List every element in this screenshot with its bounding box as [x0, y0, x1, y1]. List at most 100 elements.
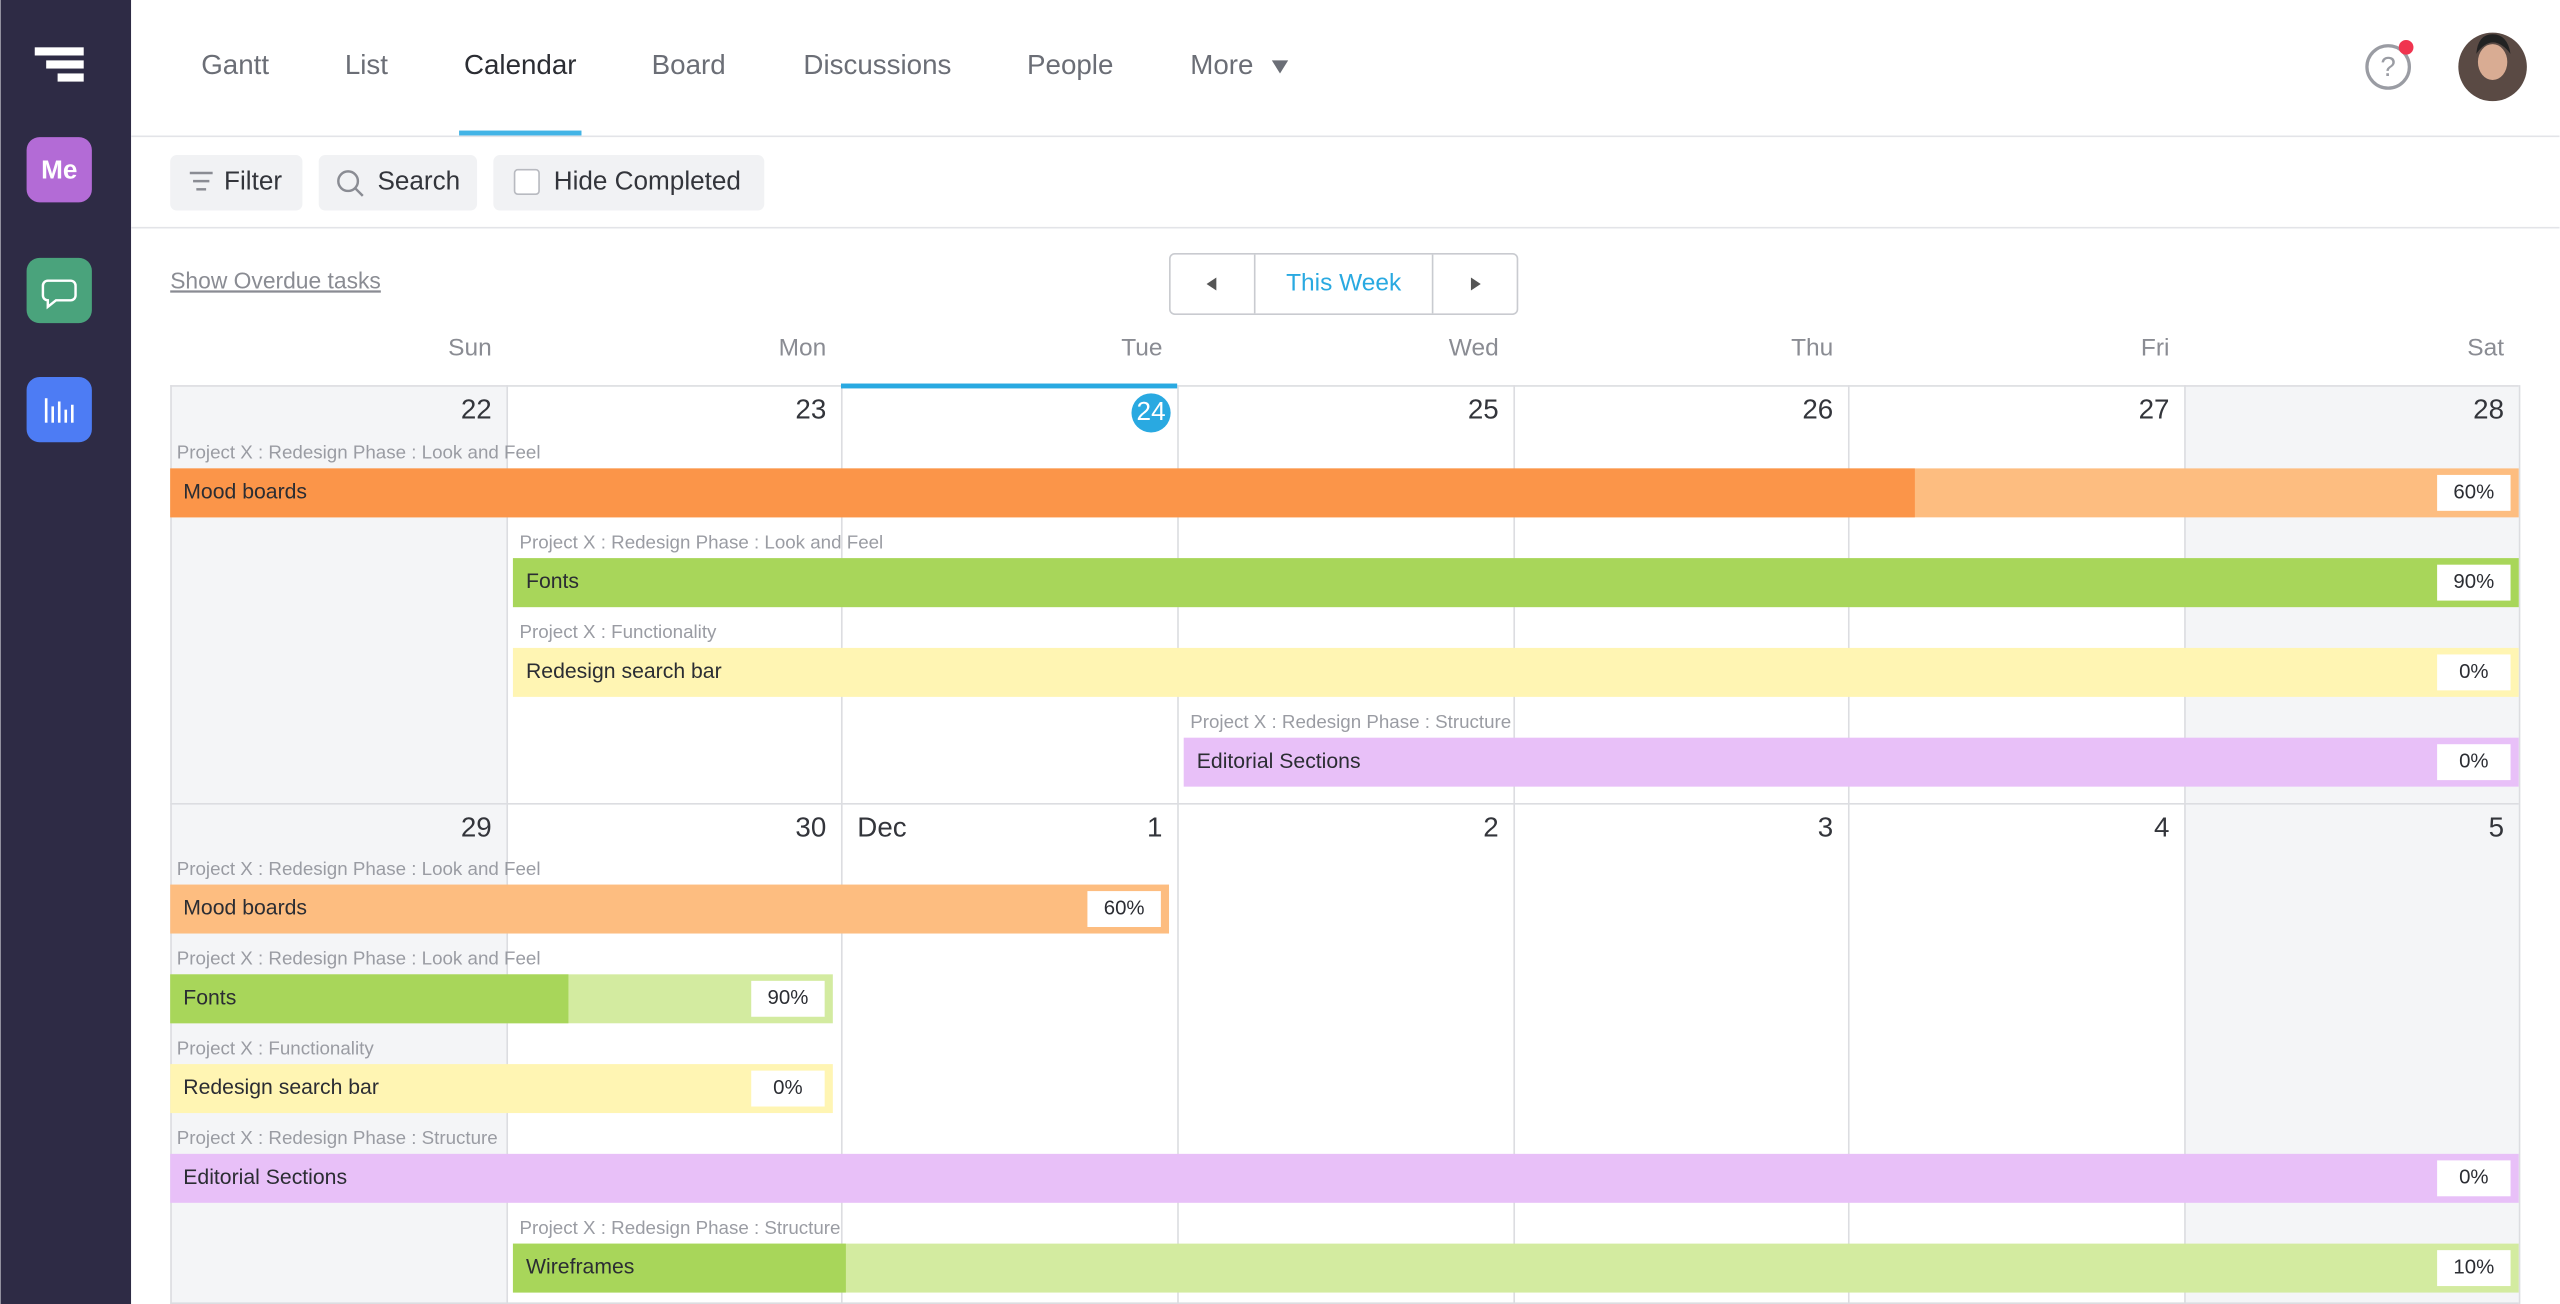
nav-tab[interactable]: Gantt — [201, 49, 269, 80]
task-progress: 60% — [2453, 481, 2494, 503]
progress-box — [2437, 744, 2511, 781]
this-week-button[interactable]: This Week — [1286, 269, 1402, 296]
day-number: 5 — [2489, 811, 2504, 842]
task-project: Project X : Redesign Phase : Structure — [1190, 711, 1511, 732]
task-name: Fonts — [183, 986, 236, 1009]
day-number: 29 — [461, 811, 492, 842]
task-project: Project X : Redesign Phase : Look and Fe… — [177, 858, 541, 879]
nav-tab[interactable]: People — [1027, 49, 1113, 80]
day-number: 23 — [795, 394, 826, 425]
task-project: Project X : Redesign Phase : Structure — [177, 1127, 498, 1148]
filter-label: Filter — [224, 166, 282, 196]
nav: Gantt List Calendar Board Discussions People M… — [201, 49, 1289, 136]
progress-box — [751, 980, 825, 1017]
filter-button[interactable] — [170, 155, 303, 211]
task-progress: 10% — [2453, 1256, 2494, 1278]
day-number: 3 — [1818, 811, 1833, 842]
task-progress: 0% — [2459, 751, 2488, 773]
me-button[interactable] — [26, 137, 92, 203]
day-number: 22 — [461, 394, 492, 425]
weekday-header: Thu — [1791, 335, 1833, 362]
day-number: 26 — [1802, 394, 1833, 425]
task-name: Fonts — [526, 570, 579, 593]
nav-tab[interactable]: Discussions — [803, 49, 951, 80]
today-highlight — [840, 383, 1178, 389]
day-number: 4 — [2154, 811, 2169, 842]
task-bar-elapsed — [512, 1243, 846, 1293]
day-number: 2 — [1483, 811, 1498, 842]
task-progress: 0% — [2459, 1167, 2488, 1189]
month-label: Dec — [857, 811, 906, 842]
weekday-header: Wed — [1449, 335, 1499, 362]
overdue-link[interactable]: Show Overdue tasks — [170, 267, 381, 293]
task-name: Redesign search bar — [526, 660, 722, 683]
search-icon-handle — [353, 186, 364, 197]
help-button[interactable] — [2365, 44, 2412, 90]
task-name: Wireframes — [526, 1256, 634, 1279]
task-name: Editorial Sections — [1197, 750, 1361, 773]
dropdown-arrow — [1271, 60, 1289, 74]
task-progress: 0% — [773, 1077, 802, 1099]
chat-button[interactable] — [26, 257, 92, 324]
task-name: Mood boards — [183, 480, 307, 503]
task-project: Project X : Redesign Phase : Look and Fe… — [177, 948, 541, 969]
logo-bar — [57, 73, 84, 82]
logo[interactable] — [34, 47, 84, 82]
hide-completed-label: Hide Completed — [554, 166, 741, 196]
reports-icon — [44, 398, 74, 423]
weekday-header: Sun — [448, 335, 492, 362]
prev-week-button[interactable] — [1206, 277, 1217, 291]
progress-box — [2437, 474, 2511, 511]
task-progress: 0% — [2459, 661, 2488, 683]
hide-completed-toggle[interactable] — [493, 155, 765, 211]
nav-tab[interactable]: More — [1190, 49, 1253, 80]
nav-tab[interactable]: Board — [652, 49, 726, 80]
weekday-header: Fri — [2141, 335, 2170, 362]
task-progress: 90% — [768, 987, 809, 1009]
notification-dot — [2398, 39, 2414, 55]
task-project: Project X : Functionality — [519, 621, 717, 642]
task-bar[interactable] — [512, 647, 2519, 697]
next-week-button[interactable] — [1470, 277, 1481, 291]
search-icon — [337, 170, 360, 193]
task-bar[interactable] — [512, 1243, 2519, 1293]
task-bar[interactable] — [1183, 737, 2519, 787]
task-bar[interactable] — [170, 1153, 2519, 1203]
checkbox[interactable] — [513, 168, 540, 196]
search-button[interactable] — [318, 155, 478, 211]
task-bar-elapsed — [512, 558, 2519, 608]
day-number: 28 — [2473, 394, 2504, 425]
help-icon: ? — [2380, 51, 2395, 82]
weekday-header: Mon — [779, 335, 827, 362]
task-progress: 60% — [1104, 897, 1145, 919]
chat-icon — [41, 279, 77, 310]
task-project: Project X : Redesign Phase : Look and Fe… — [177, 442, 541, 463]
logo-bar — [34, 47, 84, 56]
task-bar[interactable] — [170, 884, 1170, 934]
avatar-face — [2477, 44, 2508, 80]
progress-box — [2437, 1250, 2511, 1287]
progress-box — [2437, 564, 2511, 601]
avatar-hair — [2476, 34, 2511, 54]
nav-tab[interactable]: List — [345, 49, 388, 80]
day-number: 27 — [2139, 394, 2170, 425]
nav-tab[interactable]: Calendar — [464, 49, 577, 80]
task-name: Mood boards — [183, 897, 307, 920]
task-project: Project X : Functionality — [177, 1037, 375, 1058]
filter-icon — [189, 171, 213, 191]
me-label: Me — [41, 154, 77, 184]
task-project: Project X : Redesign Phase : Structure — [519, 1217, 840, 1238]
today-circle — [1131, 393, 1171, 433]
task-bar[interactable] — [170, 1064, 833, 1114]
task-bar-elapsed — [170, 974, 569, 1024]
progress-box — [751, 1070, 825, 1107]
search-label: Search — [377, 166, 460, 196]
day-number: 25 — [1468, 394, 1499, 425]
active-tab-underline — [459, 130, 582, 136]
task-project: Project X : Redesign Phase : Look and Fe… — [519, 531, 883, 552]
logo-bar — [46, 60, 84, 69]
sidebar — [0, 0, 132, 1304]
